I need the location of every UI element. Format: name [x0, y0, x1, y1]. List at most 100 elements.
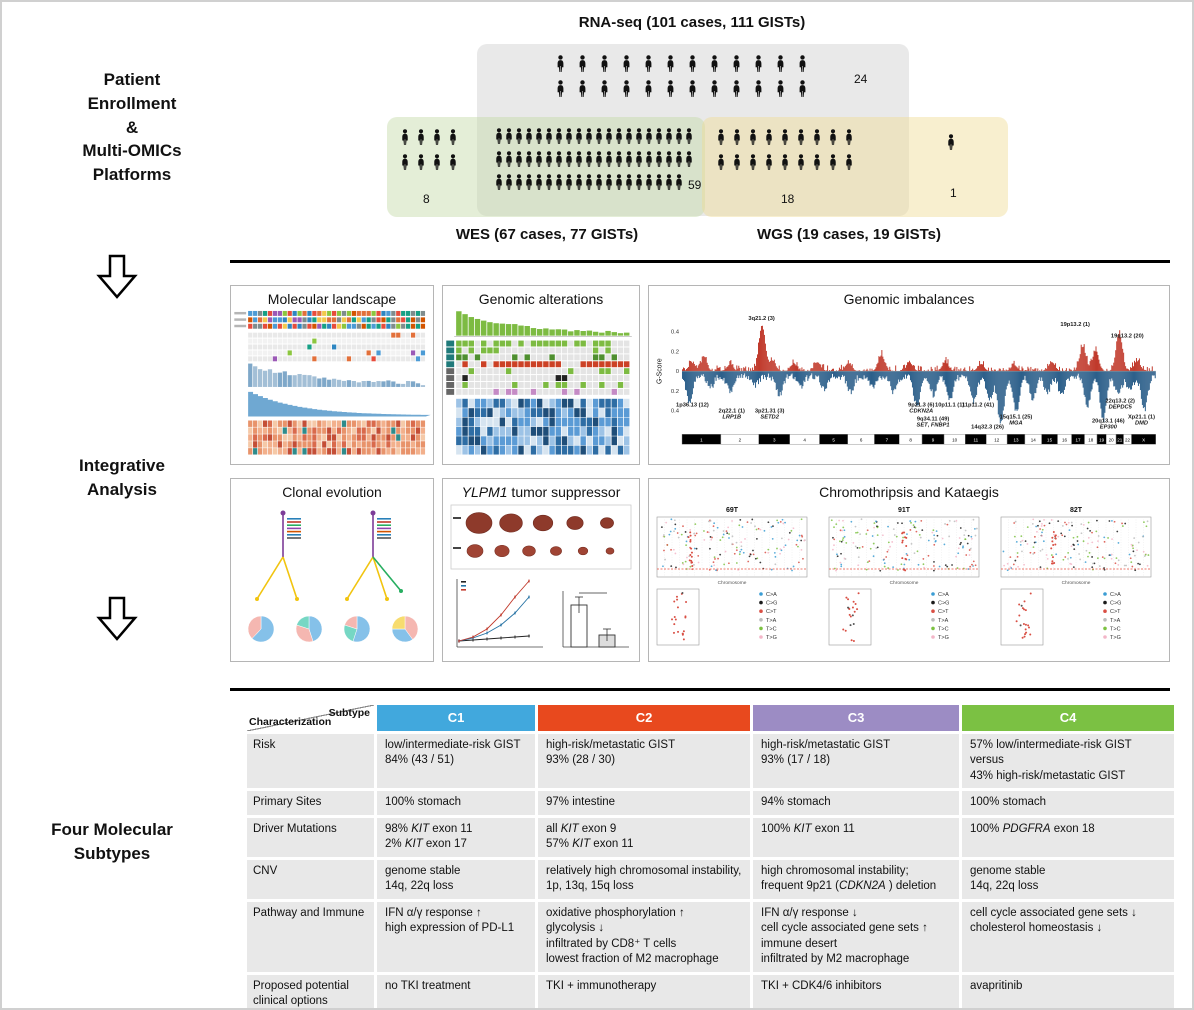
svg-text:2: 2 [739, 438, 742, 443]
person-icon [656, 128, 662, 144]
svg-text:10p11.1 (1): 10p11.1 (1) [935, 403, 964, 409]
table-cell: genome stable 14q, 22q loss [962, 859, 1174, 899]
person-icon [402, 129, 408, 145]
svg-text:Chromosome: Chromosome [1062, 580, 1091, 586]
person-icon [718, 129, 724, 145]
person-icon [711, 55, 718, 72]
wes-only-people [400, 129, 458, 170]
person-icon [666, 151, 672, 167]
person-icon [557, 55, 564, 72]
person-icon [418, 154, 424, 170]
table-cell: IFN α/γ response ↓ cell cycle associated … [753, 901, 959, 972]
person-icon [576, 174, 582, 190]
person-icon [636, 151, 642, 167]
section-label-subtypes: Four Molecular Subtypes [51, 820, 173, 863]
person-icon [506, 128, 512, 144]
svg-text:13: 13 [1014, 438, 1020, 443]
person-icon [718, 154, 724, 170]
rna-only-people [555, 55, 808, 97]
person-icon [576, 151, 582, 167]
svg-text:Xp21.1 (1)DMD: Xp21.1 (1) DMD [1128, 415, 1155, 427]
svg-text:C>T: C>T [938, 609, 949, 615]
table-cell: TKI + CDK4/6 inhibitors [753, 974, 959, 1008]
svg-text:0.4: 0.4 [671, 409, 680, 415]
person-icon [676, 128, 682, 144]
person-icon [526, 128, 532, 144]
svg-text:1: 1 [700, 438, 703, 443]
person-icon [689, 80, 696, 97]
svg-text:15q15.1 (25)MGA: 15q15.1 (25) MGA [1000, 415, 1033, 427]
person-icon [755, 55, 762, 72]
person-icon [626, 174, 632, 190]
svg-text:3: 3 [773, 438, 776, 443]
person-icon [755, 80, 762, 97]
table-cell: relatively high chromosomal instability,… [538, 859, 750, 899]
person-icon [576, 128, 582, 144]
person-icon [636, 174, 642, 190]
svg-text:6: 6 [860, 438, 863, 443]
wes-only-count: 8 [423, 192, 430, 206]
svg-text:Chromosome: Chromosome [718, 580, 747, 586]
svg-text:T>A: T>A [766, 618, 777, 624]
person-icon [766, 129, 772, 145]
person-icon [656, 174, 662, 190]
person-icon [636, 128, 642, 144]
svg-text:Chromosome: Chromosome [890, 580, 919, 586]
svg-text:22q13.2 (2)DEPDC5: 22q13.2 (2) DEPDC5 [1105, 399, 1135, 411]
svg-text:7: 7 [886, 438, 889, 443]
table-cell: oxidative phosphorylation ↑ glycolysis ↓ i… [538, 901, 750, 972]
person-icon [686, 128, 692, 144]
person-icon [450, 154, 456, 170]
subtype-column-header-c3: C3 [753, 705, 959, 731]
person-icon [402, 154, 408, 170]
person-icon [516, 128, 522, 144]
person-icon [646, 128, 652, 144]
panel-genomic-imbalances: Genomic imbalances 0.4 0.2 0 0.2 0.4 G-Score 1… [648, 285, 1170, 465]
panel-molecular-landscape: Molecular landscape [230, 285, 434, 465]
person-icon [666, 128, 672, 144]
table-cell: 97% intestine [538, 791, 750, 815]
table-cell: all KIT exon 9 57% KIT exon 11 [538, 817, 750, 857]
wes-rna-overlap-count: 59 [688, 178, 702, 192]
person-icon [830, 129, 836, 145]
person-icon [846, 154, 852, 170]
rna-only-count: 24 [854, 72, 868, 86]
svg-text:20q13.1 (46)EP300: 20q13.1 (46) EP300 [1092, 418, 1125, 430]
table-cell: genome stable 14q, 22q loss [377, 859, 535, 899]
section-divider [230, 688, 1170, 691]
wes-title: WES (67 cases, 77 GISTs) [455, 226, 639, 243]
table-cell: low/intermediate-risk GIST 84% (43 / 51) [377, 733, 535, 789]
person-icon [526, 174, 532, 190]
person-icon [676, 174, 682, 190]
person-icon [733, 80, 740, 97]
person-icon [566, 151, 572, 167]
svg-text:C>G: C>G [938, 601, 949, 607]
person-icon [606, 128, 612, 144]
table-cell: IFN α/γ response ↑ high expression of PD-… [377, 901, 535, 972]
wgs-box [702, 117, 1008, 217]
person-icon [782, 129, 788, 145]
person-icon [556, 174, 562, 190]
svg-text:C>A: C>A [938, 592, 949, 598]
person-icon [526, 151, 532, 167]
molecular-landscape-thumbnail [234, 310, 431, 455]
person-icon [711, 80, 718, 97]
person-icon [418, 129, 424, 145]
corner-label-subtype: Subtype [328, 707, 370, 719]
svg-text:20: 20 [1109, 438, 1115, 443]
svg-text:3p21.31 (3)SETD2: 3p21.31 (3) SETD2 [755, 409, 785, 421]
svg-text:4: 4 [803, 438, 806, 443]
person-icon [506, 151, 512, 167]
person-icon [799, 55, 806, 72]
person-icon [556, 151, 562, 167]
svg-text:0.2: 0.2 [671, 389, 679, 395]
svg-text:2q22.1 (1)LRP1B: 2q22.1 (1) LRP1B [719, 409, 745, 421]
person-icon [616, 151, 622, 167]
svg-text:C>T: C>T [766, 609, 777, 615]
person-icon [623, 80, 630, 97]
svg-text:91T: 91T [898, 507, 911, 514]
ylpm1-thumbnail [450, 504, 632, 648]
subtype-column-header-c4: C4 [962, 705, 1174, 731]
person-icon [586, 128, 592, 144]
svg-text:C>A: C>A [1110, 592, 1121, 598]
